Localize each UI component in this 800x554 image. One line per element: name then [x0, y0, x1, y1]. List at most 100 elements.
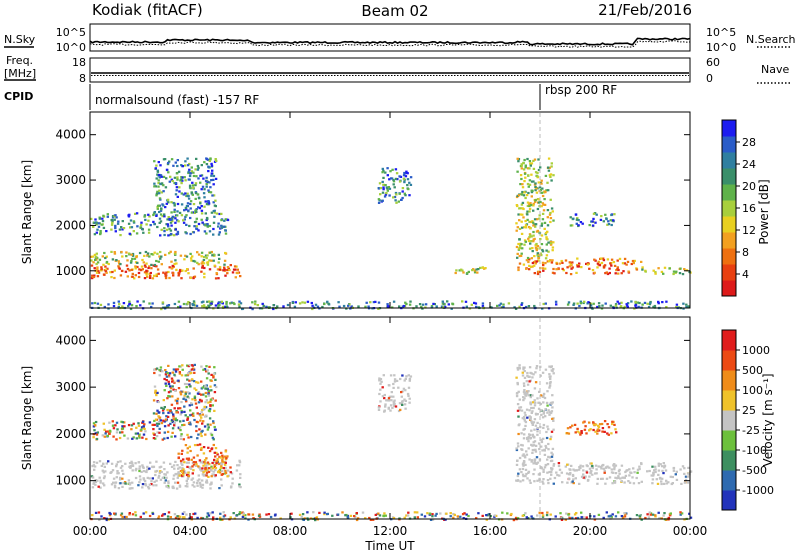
- scatter-cell: [209, 404, 212, 407]
- scatter-cell: [186, 378, 189, 381]
- scatter-cell: [205, 474, 208, 477]
- scatter-cell: [205, 185, 208, 188]
- scatter-cell: [379, 193, 382, 196]
- scatter-cell: [477, 306, 480, 309]
- scatter-cell: [549, 513, 552, 516]
- scatter-cell: [223, 269, 227, 272]
- scatter-cell: [173, 262, 176, 266]
- colorbar-segment: [722, 232, 736, 249]
- scatter-cell: [406, 184, 409, 187]
- scatter-cell: [112, 435, 115, 438]
- colorbar-segment: [722, 168, 736, 185]
- scatter-cell: [151, 512, 155, 515]
- scatter-cell: [265, 513, 268, 516]
- scatter-cell: [643, 301, 647, 304]
- scatter-cell: [569, 216, 572, 219]
- scatter-cell: [536, 245, 540, 248]
- scatter-cell: [611, 482, 614, 485]
- scatter-cell: [212, 233, 215, 236]
- scatter-cell: [560, 517, 563, 520]
- scatter-cell: [680, 512, 684, 515]
- scatter-cell: [532, 159, 535, 162]
- scatter-cell: [138, 434, 141, 437]
- scatter-cell: [214, 399, 217, 402]
- scatter-cell: [160, 228, 163, 231]
- scatter-cell: [393, 402, 396, 405]
- scatter-cell: [520, 164, 523, 167]
- scatter-cell: [158, 471, 161, 475]
- scatter-cell: [105, 271, 108, 274]
- scatter-cell: [644, 516, 647, 520]
- scatter-cell: [190, 211, 194, 214]
- scatter-cell: [653, 469, 656, 472]
- scatter-cell: [207, 394, 211, 397]
- scatter-cell: [155, 274, 158, 278]
- scatter-cell: [530, 173, 533, 176]
- scatter-cell: [548, 411, 552, 414]
- scatter-cell: [96, 256, 99, 260]
- scatter-cell: [675, 303, 679, 306]
- scatter-cell: [541, 248, 544, 252]
- scatter-cell: [106, 434, 109, 437]
- scatter-cell: [164, 186, 168, 189]
- scatter-cell: [481, 304, 485, 308]
- scatter-cell: [196, 516, 199, 519]
- scatter-cell: [196, 168, 200, 171]
- scatter-cell: [152, 484, 155, 487]
- scatter-cell: [300, 515, 303, 518]
- scatter-cell: [545, 243, 548, 246]
- scatter-cell: [203, 425, 207, 428]
- scatter-cell: [672, 466, 676, 470]
- scatter-cell: [389, 409, 392, 412]
- x-tick-label: 08:00: [273, 524, 308, 538]
- scatter-cell: [202, 407, 206, 410]
- scatter-cell: [214, 474, 217, 477]
- scatter-cell: [198, 428, 201, 431]
- scatter-cell: [653, 304, 657, 308]
- scatter-cell: [221, 470, 224, 473]
- scatter-cell: [166, 198, 170, 201]
- scatter-cell: [606, 258, 610, 261]
- scatter-cell: [548, 386, 551, 389]
- scatter-cell: [153, 423, 156, 426]
- scatter-cell: [207, 470, 211, 473]
- scatter-cell: [382, 186, 385, 189]
- scatter-cell: [651, 482, 654, 485]
- scatter-cell: [545, 382, 549, 385]
- scatter-cell: [146, 275, 149, 278]
- scatter-cell: [202, 420, 205, 423]
- scatter-cell: [533, 480, 536, 483]
- scatter-cell: [392, 517, 396, 520]
- scatter-cell: [440, 305, 444, 308]
- scatter-cell: [97, 225, 101, 228]
- scatter-cell: [540, 445, 543, 448]
- scatter-cell: [128, 269, 131, 272]
- scatter-cell: [530, 162, 534, 165]
- scatter-cell: [193, 301, 196, 304]
- scatter-cell: [130, 268, 133, 271]
- scatter-cell: [572, 468, 575, 471]
- scatter-cell: [601, 430, 604, 433]
- scatter-cell: [601, 427, 605, 430]
- scatter-cell: [525, 450, 528, 453]
- scatter-cell: [203, 266, 206, 270]
- scatter-cell: [620, 480, 623, 483]
- scatter-cell: [565, 472, 569, 475]
- scatter-cell: [527, 447, 530, 450]
- scatter-cell: [392, 386, 395, 389]
- scatter-cell: [155, 259, 158, 263]
- scatter-cell: [181, 449, 184, 452]
- scatter-cell: [200, 434, 203, 438]
- scatter-cell: [110, 250, 113, 253]
- scatter-cell: [184, 374, 187, 377]
- scatter-cell: [357, 305, 360, 308]
- scatter-cell: [189, 257, 193, 260]
- scatter-cell: [551, 417, 554, 420]
- scatter-cell: [665, 300, 668, 303]
- scatter-cell: [586, 263, 589, 266]
- scatter-cell: [170, 218, 173, 221]
- scatter-cell: [134, 462, 137, 465]
- scatter-cell: [205, 515, 209, 518]
- scatter-cell: [597, 513, 601, 516]
- scatter-cell: [261, 302, 264, 305]
